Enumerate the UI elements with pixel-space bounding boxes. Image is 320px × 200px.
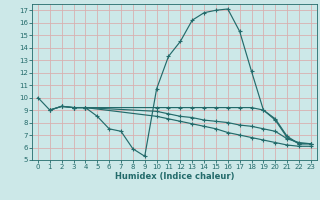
X-axis label: Humidex (Indice chaleur): Humidex (Indice chaleur)	[115, 172, 234, 181]
